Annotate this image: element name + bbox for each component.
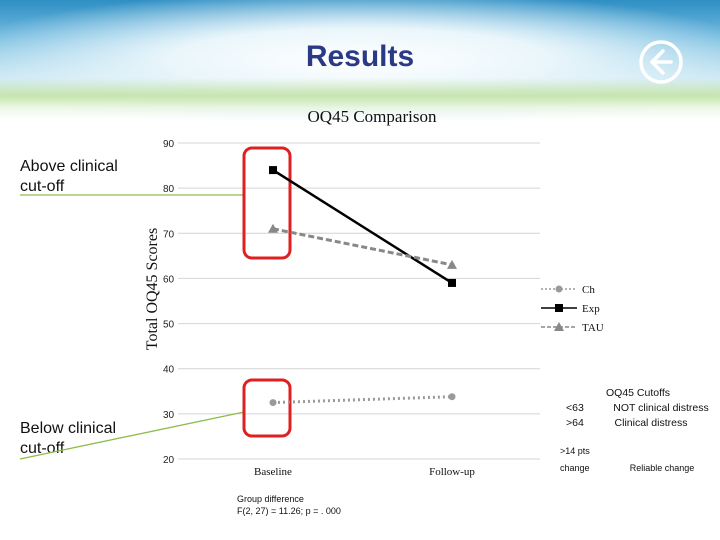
legend-marker-ch [555, 285, 563, 293]
series-layer [268, 166, 457, 407]
y-tick-90: 90 [163, 139, 175, 150]
group-difference-label: Group difference [237, 494, 304, 504]
cutoff-row-1-meaning: NOT clinical distress [613, 402, 709, 414]
legend-label-tau: TAU [582, 322, 604, 334]
slide-title: Results [305, 40, 415, 73]
series-line-ch [272, 395, 453, 405]
x-tick-baseline: Baseline [254, 466, 292, 478]
series-line-exp [272, 169, 453, 285]
above-clinical-label: Above clinical cut-off [20, 158, 118, 195]
point-ch-follow-up [448, 393, 456, 401]
y-tick-layer: 90 80 70 60 50 40 30 20 [163, 139, 175, 466]
legend-marker-exp [555, 304, 563, 312]
point-tau-baseline [268, 223, 278, 233]
x-tick-follow-up: Follow-up [429, 466, 475, 478]
y-tick-70: 70 [163, 229, 175, 240]
point-ch-baseline [269, 399, 277, 407]
baseline-high-highlight-box [242, 146, 292, 260]
y-tick-80: 80 [163, 184, 175, 195]
below-cutoff-connector [19, 411, 245, 460]
y-tick-50: 50 [163, 320, 175, 331]
y-tick-60: 60 [163, 274, 175, 285]
reliable-change-meaning: Reliable change [630, 463, 695, 473]
reliable-change-value-line2: change [560, 463, 590, 473]
chart-title: OQ45 Comparison [308, 107, 437, 126]
legend: Ch Exp TAU [541, 284, 604, 334]
legend-marker-tau [554, 322, 564, 331]
cutoff-row-1-value: <63 [566, 402, 584, 414]
point-exp-baseline [269, 166, 277, 175]
reliable-change-value-line1: >14 pts [560, 446, 590, 456]
y-tick-20: 20 [163, 455, 175, 466]
below-clinical-label: Below clinical cut-off [20, 420, 117, 457]
y-tick-40: 40 [163, 365, 175, 376]
grid-layer [178, 142, 540, 460]
grass-background [0, 78, 720, 118]
legend-label-ch: Ch [582, 284, 595, 296]
cutoff-row-2-value: >64 [566, 417, 584, 429]
y-tick-30: 30 [163, 410, 175, 421]
series-line-tau [272, 227, 453, 267]
back-arrow-circle-icon[interactable] [637, 38, 685, 86]
cutoffs-title: OQ45 Cutoffs [606, 387, 670, 399]
y-axis-label: Total OQ45 Scores [144, 228, 161, 350]
baseline-low-highlight-box [242, 378, 292, 438]
point-tau-follow-up [447, 259, 457, 269]
group-difference-stat: F(2, 27) = 11.26; p = . 000 [237, 506, 341, 516]
legend-label-exp: Exp [582, 303, 600, 315]
cutoff-row-2-meaning: Clinical distress [615, 417, 688, 429]
point-exp-follow-up [448, 278, 456, 287]
